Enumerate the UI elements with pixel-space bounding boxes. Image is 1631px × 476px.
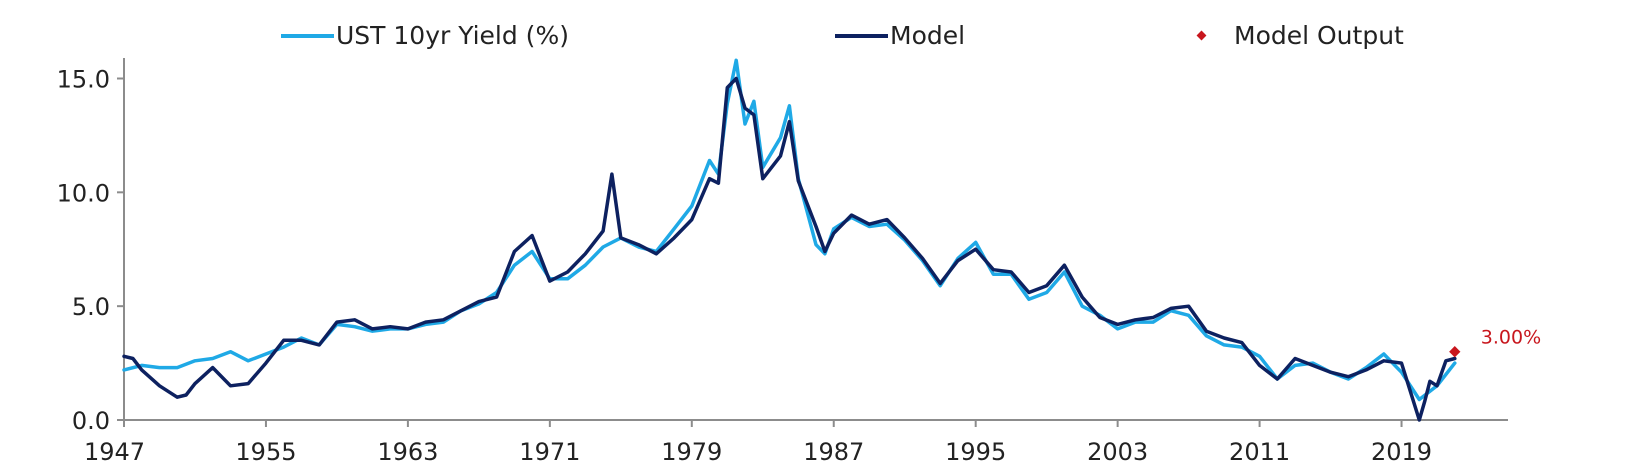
legend-marker-output xyxy=(1196,30,1207,41)
model-output-label: 3.00% xyxy=(1481,327,1541,349)
y-tick-label: 5.0 xyxy=(72,293,110,321)
legend: UST 10yr Yield (%) Model Model Output xyxy=(281,21,1404,50)
x-tick-label: 1995 xyxy=(945,438,1006,466)
x-tick-label: 1971 xyxy=(519,438,580,466)
series-line-yield xyxy=(122,58,1457,402)
model-output-point xyxy=(1449,346,1461,358)
series-line-model xyxy=(122,76,1457,422)
y-tick-label: 0.0 xyxy=(72,407,110,435)
x-tick-label: 2011 xyxy=(1229,438,1290,466)
axes: 0.0 5.0 10.0 15.0 1947 1955 1963 1971 1979 1987 1… xyxy=(57,58,1508,466)
x-tick-label: 1947 xyxy=(84,438,145,466)
x-tick-label: 1987 xyxy=(803,438,864,466)
x-tick-label: 2019 xyxy=(1371,438,1432,466)
legend-label-yield: UST 10yr Yield (%) xyxy=(336,21,569,50)
legend-label-model: Model xyxy=(890,21,965,50)
legend-label-output: Model Output xyxy=(1234,21,1404,50)
y-tick-label: 10.0 xyxy=(57,179,110,207)
x-tick-label: 1979 xyxy=(661,438,722,466)
y-tick-label: 15.0 xyxy=(57,65,110,93)
x-tick-label: 1963 xyxy=(377,438,438,466)
x-tick-label: 1955 xyxy=(235,438,296,466)
x-tick-label: 2003 xyxy=(1087,438,1148,466)
